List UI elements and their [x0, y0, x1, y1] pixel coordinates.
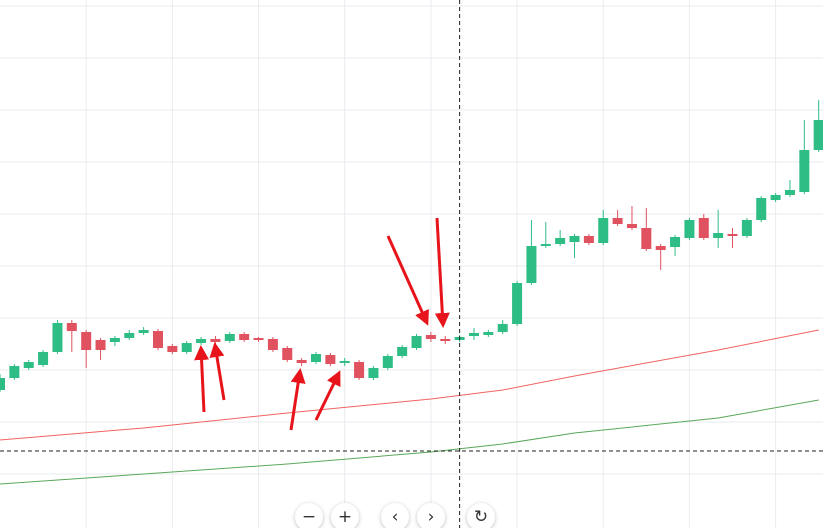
candle-body	[540, 244, 551, 246]
candle-body	[181, 343, 192, 352]
candle-body	[66, 323, 77, 331]
candle-body	[282, 348, 293, 360]
candle-body	[526, 246, 537, 283]
candle-body	[296, 360, 307, 363]
candle-body	[354, 362, 365, 378]
candle-body	[799, 150, 810, 192]
candle-body	[670, 237, 681, 247]
zoom-out-button[interactable]: −	[295, 503, 323, 528]
candle-body	[382, 356, 393, 368]
candle-body	[38, 352, 49, 365]
candle-body	[325, 355, 336, 364]
candle-body	[512, 283, 523, 324]
annotation-arrows	[194, 217, 450, 431]
candle-body	[167, 346, 178, 352]
arrow	[434, 217, 450, 328]
candle-body	[368, 368, 379, 378]
candle-body	[152, 331, 163, 348]
candle-body	[756, 198, 767, 220]
candle-body	[770, 195, 781, 200]
arrow	[194, 345, 210, 413]
candle-body	[224, 334, 235, 341]
candle-body	[497, 324, 508, 332]
candle-body	[684, 220, 695, 238]
candle-body	[210, 339, 221, 342]
candle-body	[138, 330, 149, 333]
candle-body	[23, 362, 34, 368]
arrow	[386, 235, 429, 326]
candle-body	[612, 218, 623, 224]
candle-body	[626, 224, 637, 228]
candle-body	[310, 354, 321, 362]
candle-body	[109, 338, 120, 342]
candle-body	[598, 218, 609, 243]
candle-body	[440, 339, 451, 341]
candle-body	[0, 378, 5, 390]
moving-average-line	[0, 329, 819, 441]
candle-body	[583, 236, 594, 243]
reset-button[interactable]: ↻	[467, 503, 495, 528]
candle-body	[698, 218, 709, 238]
candle-body	[124, 333, 135, 338]
candle-body	[425, 335, 436, 339]
candle-body	[81, 332, 92, 350]
candle-body	[713, 233, 724, 238]
zoom-in-button[interactable]: +	[331, 503, 359, 528]
arrow	[314, 370, 341, 421]
candle-body	[52, 323, 63, 352]
candle-body	[95, 340, 106, 350]
candle-body	[655, 246, 666, 250]
candle-body	[411, 336, 422, 348]
candle-body	[569, 236, 580, 242]
scroll-left-button[interactable]: ‹	[381, 503, 409, 528]
candle-body	[468, 333, 479, 336]
arrow	[209, 342, 226, 401]
candle-body	[196, 339, 207, 343]
candle-body	[483, 332, 494, 335]
candle-body	[253, 338, 264, 340]
candle-body	[9, 366, 20, 378]
candle-body	[641, 228, 652, 249]
moving-average-line	[0, 399, 819, 485]
candle-body	[267, 339, 278, 350]
candle-body	[239, 334, 250, 340]
candle-body	[741, 220, 752, 236]
candle-body	[727, 234, 738, 236]
arrow	[289, 368, 306, 431]
scroll-right-button[interactable]: ›	[417, 503, 445, 528]
candle-body	[813, 120, 823, 150]
candle-body	[555, 238, 566, 244]
candle-body	[339, 361, 350, 363]
candle-body	[784, 190, 795, 195]
candle-body	[397, 347, 408, 356]
